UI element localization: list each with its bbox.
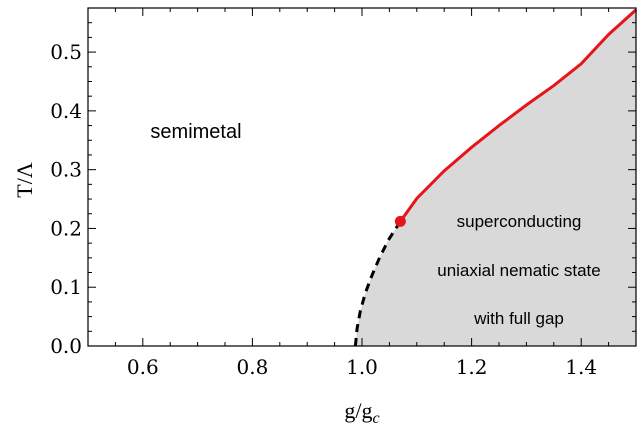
x-tick-label: 1.4 [565,355,597,379]
y-tick-label: 0.3 [50,158,82,182]
y-tick-label: 0.1 [50,275,82,299]
red-phase-boundary [399,8,638,223]
y-tick-label: 0.4 [50,99,82,123]
full-gap-label: with full gap [473,309,564,328]
superconducting-region-fill [355,9,636,347]
critical-point-marker [394,215,406,227]
x-tick-label: 0.6 [127,355,159,379]
nematic-state-label: uniaxial nematic state [437,261,600,280]
x-axis-label-main: g/g [344,398,372,423]
superconducting-label: superconducting [457,212,582,231]
y-tick-label: 0.0 [50,334,82,358]
y-axis-label: T/Λ [12,162,37,198]
x-axis-label-sub: c [373,410,380,426]
semimetal-label: semimetal [150,121,241,143]
x-axis-label: g/gc [344,398,379,426]
x-tick-label: 1.0 [346,355,378,379]
y-tick-label: 0.5 [50,40,82,64]
plot-area [353,8,638,347]
y-tick-label: 0.2 [50,216,82,240]
x-tick-label: 0.8 [236,355,268,379]
x-axis-ticks: 0.6 0.8 1.0 1.2 1.4 [87,8,637,379]
y-axis-ticks: 0.0 0.1 0.2 0.3 0.4 0.5 [50,22,636,358]
x-tick-label: 1.2 [456,355,488,379]
dashed-phase-boundary [353,220,402,347]
